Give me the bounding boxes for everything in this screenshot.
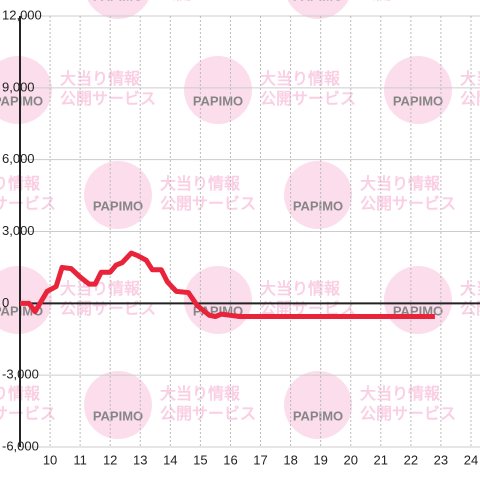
- watermark-logo: [184, 56, 252, 124]
- y-tick-label: 9,000: [2, 79, 35, 94]
- x-tick-label: 19: [313, 452, 327, 467]
- watermark-text: 大当り情報: [60, 279, 141, 298]
- x-tick-label: 12: [103, 452, 117, 467]
- watermark-text: 公開サービス: [0, 195, 56, 213]
- y-tick-label: 3,000: [2, 223, 35, 238]
- x-tick-label: 10: [43, 452, 57, 467]
- x-tick-label: 15: [193, 452, 207, 467]
- watermark-text: 公開サービス: [260, 90, 356, 108]
- data-line: [20, 250, 435, 320]
- watermark-text: 公開サービス: [360, 405, 456, 423]
- watermark-text: 公開サービス: [260, 300, 356, 318]
- x-tick-label: 17: [253, 452, 267, 467]
- watermark-logo: [84, 371, 152, 439]
- watermark-logo-text: PAPIMO: [293, 0, 343, 3]
- watermark-text: 大当り情報: [360, 174, 441, 193]
- x-tick-label: 24: [464, 452, 478, 467]
- watermark-text: 大当り情報: [360, 384, 441, 403]
- watermark-text: 大当り情報: [260, 279, 341, 298]
- watermark-text: 公開サービス: [460, 90, 480, 108]
- watermark-text: 大当り情報: [60, 69, 141, 88]
- x-tick-label: 23: [434, 452, 448, 467]
- watermark-text: 大当り情報: [260, 69, 341, 88]
- watermark-logo: [87, 0, 149, 19]
- watermark-logo: [284, 161, 352, 229]
- watermark-logo: [384, 56, 452, 124]
- watermark-text: 公開サービス: [60, 90, 156, 108]
- x-tick-label: 18: [283, 452, 297, 467]
- watermark-text: 公開サービス: [360, 0, 456, 3]
- watermark: PAPIMO大当り情報公開サービスPAPIMO大当り情報公開サービスPAPIMO…: [0, 0, 480, 439]
- x-tick-label: 16: [223, 452, 237, 467]
- watermark-text: 公開サービス: [0, 405, 56, 423]
- watermark-logo-text: PAPIMO: [293, 198, 343, 213]
- watermark-logo: [84, 161, 152, 229]
- watermark-logo-text: PAPIMO: [93, 198, 143, 213]
- x-tick-label: 22: [404, 452, 418, 467]
- x-tick-label: 13: [133, 452, 147, 467]
- watermark-text: 公開サービス: [160, 195, 256, 213]
- y-tick-label: 6,000: [2, 151, 35, 166]
- watermark-text: 公開サービス: [160, 0, 256, 3]
- watermark-logo-text: PAPIMO: [93, 408, 143, 423]
- watermark-logo-text: PAPIMO: [93, 0, 143, 3]
- x-tick-label: 20: [343, 452, 357, 467]
- x-tick-label: 21: [374, 452, 388, 467]
- watermark-logo: [0, 56, 52, 124]
- x-tick-label: 14: [163, 452, 177, 467]
- watermark-logo-text: PAPIMO: [0, 93, 43, 108]
- watermark-text: 大当り情報: [460, 69, 480, 88]
- x-tick-label: 11: [73, 452, 87, 467]
- watermark-text: 公開サービス: [160, 405, 256, 423]
- watermark-logo: [384, 266, 452, 334]
- y-tick-label: 12,000: [2, 7, 42, 22]
- watermark-text: 公開サービス: [60, 300, 156, 318]
- watermark-text: 大当り情報: [160, 174, 241, 193]
- watermark-logo: [284, 371, 352, 439]
- watermark-text: 公開サービス: [460, 300, 480, 318]
- watermark-logo-text: PAPIMO: [293, 408, 343, 423]
- watermark-text: 公開サービス: [360, 195, 456, 213]
- watermark-text: 公開サービス: [0, 0, 56, 3]
- watermark-text: 大当り情報: [460, 279, 480, 298]
- watermark-logo: [287, 0, 349, 19]
- y-tick-label: 0: [2, 295, 9, 310]
- watermark-logo-text: PAPIMO: [393, 93, 443, 108]
- watermark-logo: [0, 266, 52, 334]
